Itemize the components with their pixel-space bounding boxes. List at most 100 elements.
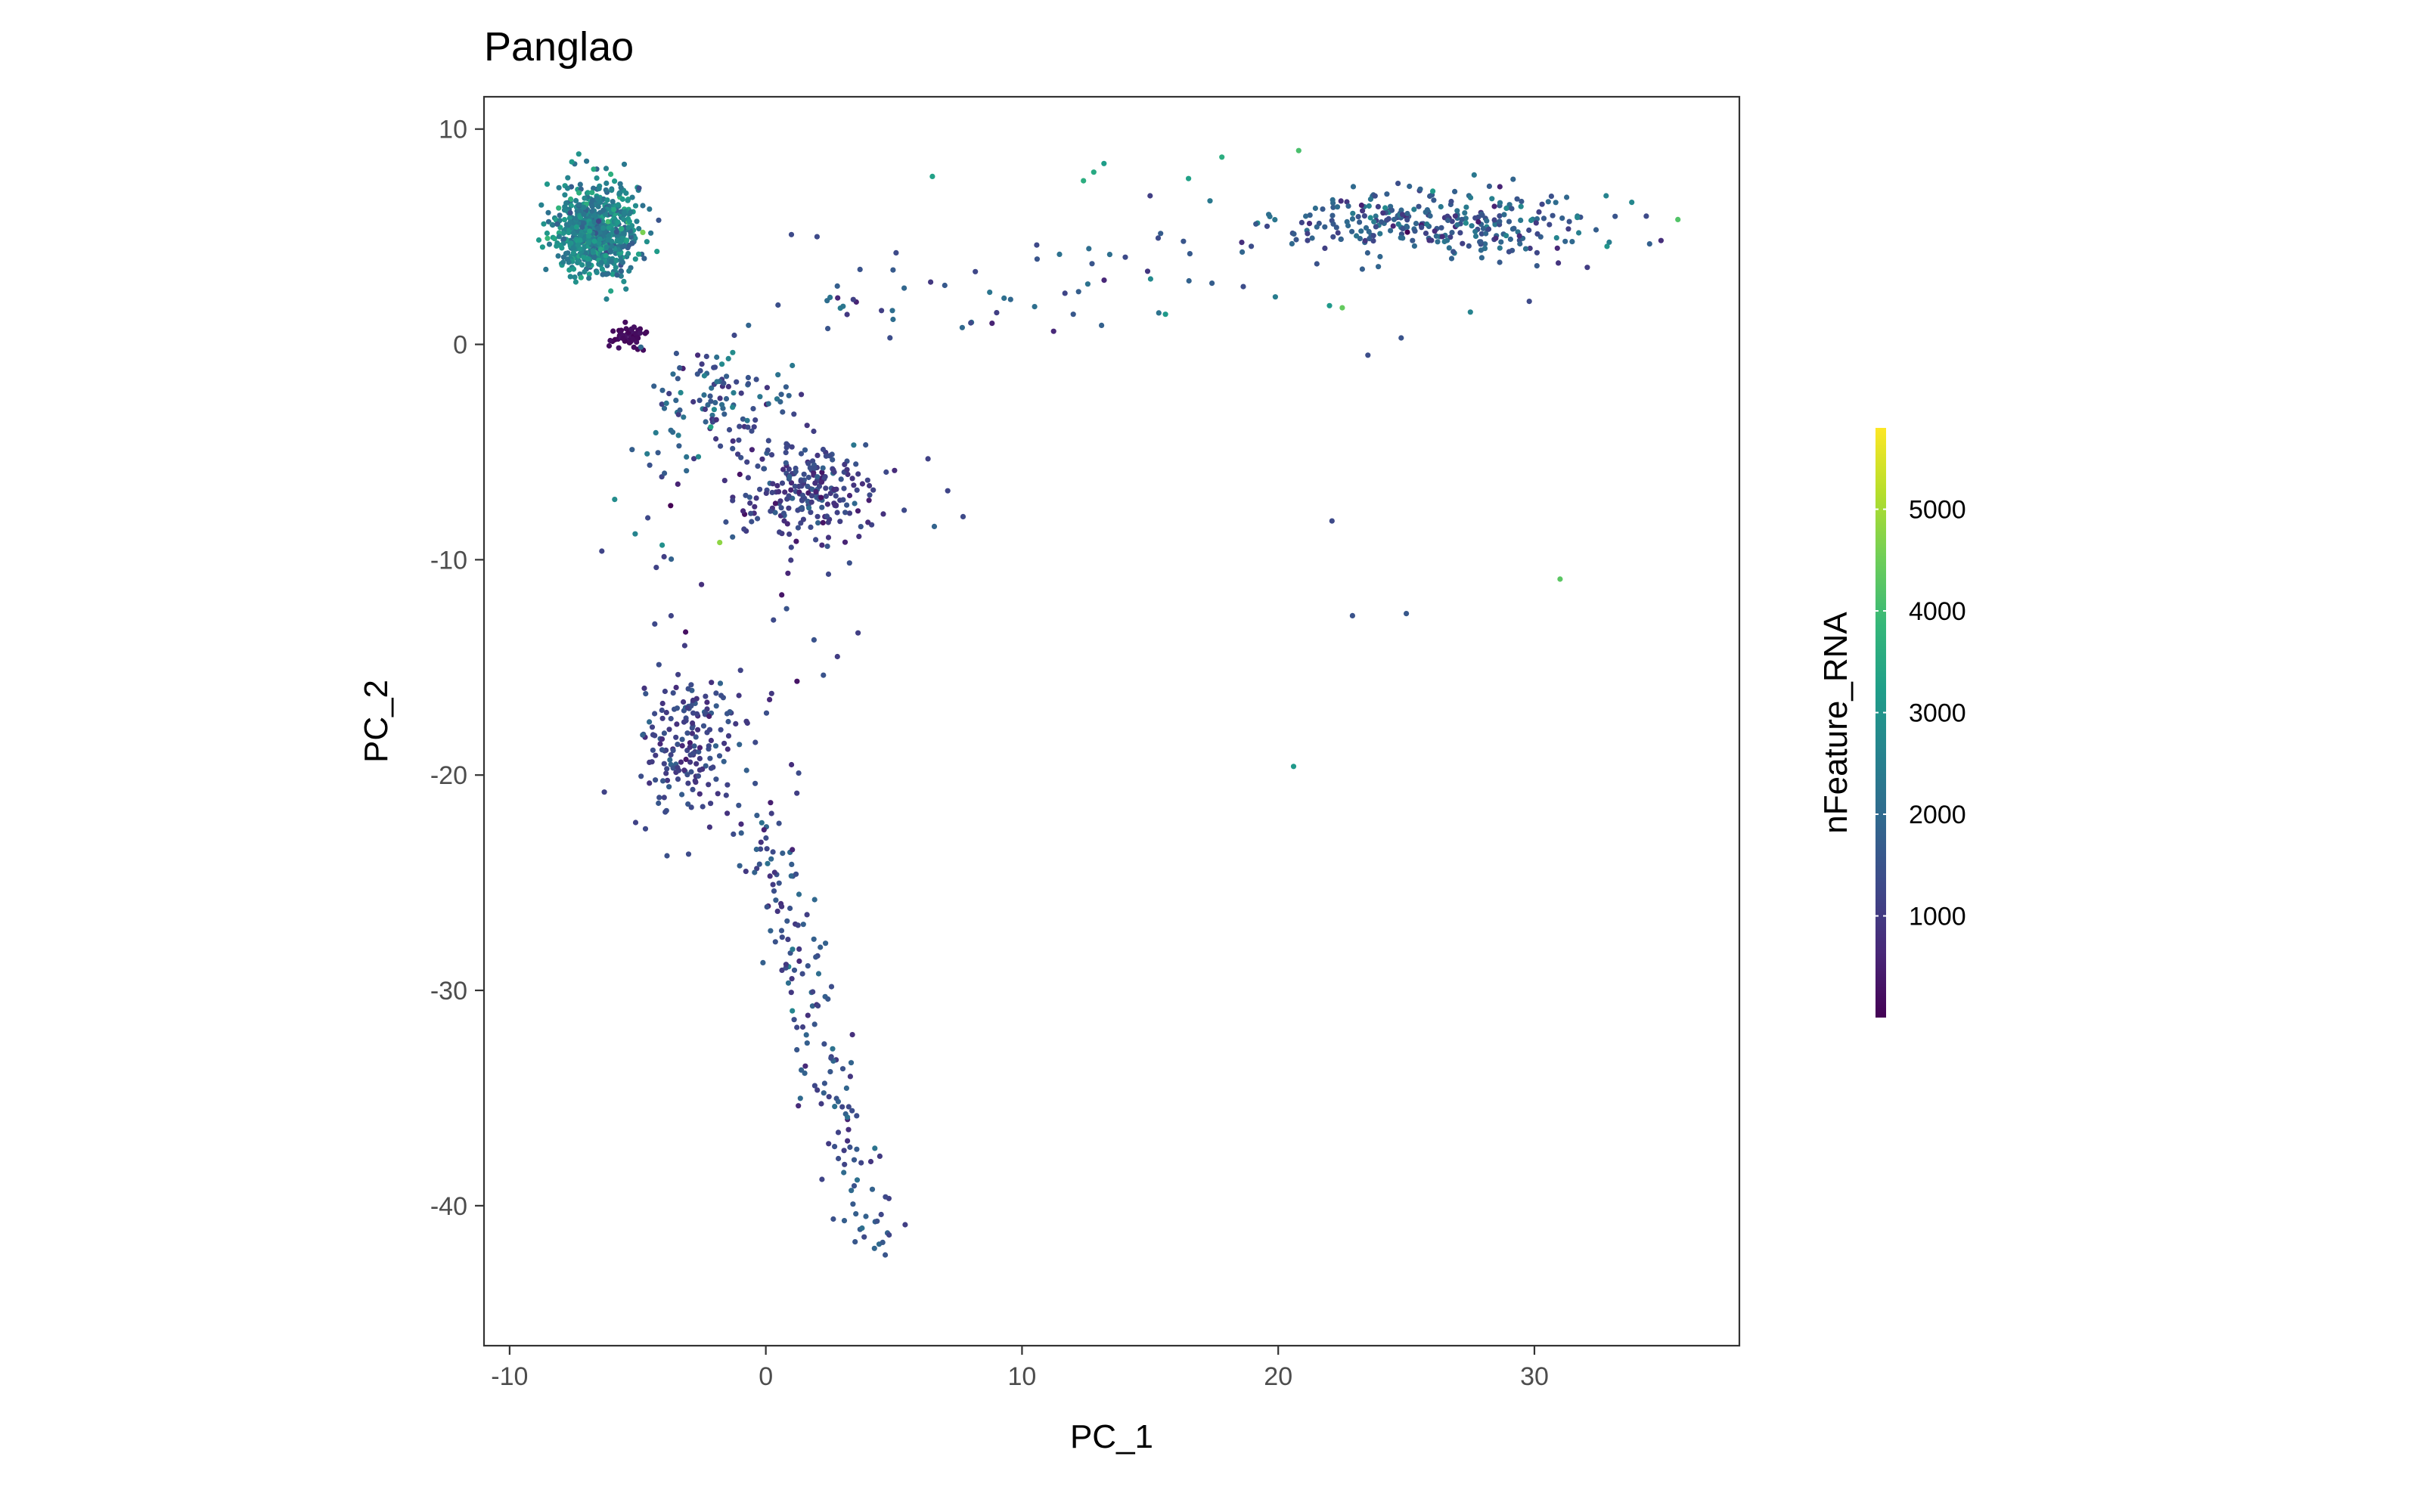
- data-point: [789, 444, 795, 450]
- x-tick-label: 20: [1264, 1362, 1292, 1391]
- data-point: [1430, 188, 1436, 194]
- data-point: [1548, 194, 1554, 200]
- data-point: [638, 773, 644, 779]
- data-point: [613, 265, 619, 271]
- data-point: [735, 451, 741, 457]
- data-point: [1395, 221, 1401, 228]
- data-point: [1468, 194, 1474, 201]
- data-point: [661, 761, 667, 767]
- data-point: [795, 525, 801, 531]
- data-point: [1569, 239, 1575, 245]
- data-point: [820, 519, 826, 526]
- data-point: [565, 175, 571, 181]
- data-point: [791, 1017, 797, 1023]
- data-point: [693, 734, 699, 740]
- data-point: [844, 502, 850, 508]
- data-point: [1460, 240, 1466, 246]
- data-point: [755, 463, 761, 469]
- data-point: [841, 1148, 847, 1154]
- data-point: [595, 203, 601, 209]
- data-point: [1603, 193, 1609, 199]
- data-point: [823, 493, 829, 500]
- x-tick-label: 0: [759, 1362, 773, 1391]
- data-point: [811, 936, 817, 942]
- data-point: [1209, 280, 1215, 287]
- x-axis-title: PC_1: [1070, 1418, 1153, 1455]
- data-point: [841, 1170, 847, 1176]
- data-point: [709, 680, 715, 686]
- data-point: [655, 450, 661, 456]
- data-point: [793, 538, 799, 544]
- data-point: [832, 1104, 838, 1110]
- data-point: [770, 481, 776, 487]
- data-point: [765, 401, 771, 407]
- data-point: [642, 826, 649, 832]
- data-point: [687, 759, 693, 765]
- data-point: [1462, 210, 1468, 216]
- data-point: [1658, 237, 1664, 243]
- data-point: [1416, 203, 1422, 209]
- data-point: [1503, 205, 1509, 212]
- data-point: [902, 1222, 908, 1228]
- data-point: [622, 319, 628, 325]
- data-point: [562, 192, 568, 198]
- data-point: [1497, 200, 1503, 206]
- data-point: [677, 365, 683, 371]
- data-point: [631, 324, 638, 330]
- data-point: [818, 494, 824, 500]
- data-point: [772, 510, 778, 516]
- data-point: [673, 398, 679, 404]
- data-point: [1305, 237, 1311, 243]
- data-point: [607, 248, 613, 254]
- data-point: [775, 302, 781, 308]
- data-point: [788, 544, 794, 550]
- data-point: [717, 395, 723, 401]
- data-point: [778, 928, 785, 934]
- data-point: [626, 268, 632, 274]
- data-point: [651, 383, 657, 389]
- data-point: [1322, 224, 1328, 230]
- data-point: [647, 759, 653, 766]
- data-point: [607, 337, 613, 344]
- data-point: [1239, 249, 1246, 255]
- data-point: [1345, 222, 1351, 229]
- data-point: [743, 492, 749, 498]
- data-point: [1349, 612, 1355, 619]
- data-point: [825, 519, 831, 525]
- data-point: [842, 461, 848, 468]
- data-point: [681, 767, 687, 773]
- data-point: [618, 268, 624, 274]
- data-point: [818, 944, 824, 950]
- data-point: [1007, 296, 1013, 302]
- data-point: [666, 391, 672, 397]
- data-point: [693, 779, 699, 785]
- data-point: [1419, 225, 1425, 231]
- data-point: [799, 1024, 806, 1030]
- data-point: [748, 510, 754, 516]
- data-point: [566, 259, 572, 265]
- data-point: [790, 847, 796, 853]
- data-point: [1480, 225, 1486, 231]
- data-point: [556, 234, 563, 240]
- data-point: [656, 800, 662, 807]
- data-point: [832, 1144, 838, 1150]
- data-point: [778, 505, 784, 511]
- data-point: [683, 629, 689, 635]
- data-point: [619, 196, 625, 203]
- data-point: [1314, 224, 1320, 230]
- data-point: [706, 713, 712, 720]
- data-point: [740, 508, 746, 514]
- data-point: [1122, 254, 1128, 260]
- data-point: [585, 190, 591, 196]
- data-point: [678, 759, 684, 765]
- data-point: [584, 158, 590, 164]
- data-point: [688, 682, 694, 688]
- data-point: [814, 513, 821, 519]
- data-point: [613, 229, 620, 235]
- data-point: [795, 922, 801, 928]
- data-point: [831, 469, 837, 476]
- data-point: [690, 697, 697, 704]
- data-point: [854, 1146, 860, 1152]
- data-point: [712, 743, 719, 749]
- data-point: [1360, 208, 1366, 214]
